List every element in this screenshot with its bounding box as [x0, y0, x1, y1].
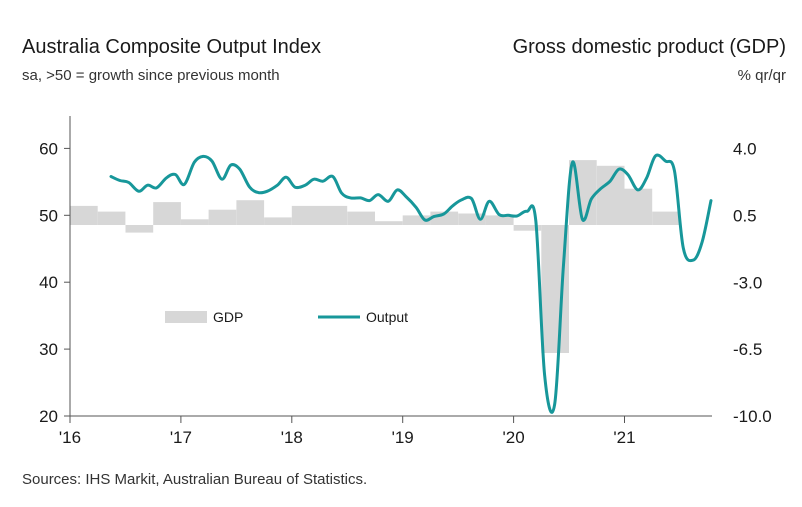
gdp-bar — [347, 211, 375, 225]
gdp-bar — [208, 209, 237, 225]
chart-legend: GDP Output — [165, 309, 408, 325]
gdp-bar — [375, 221, 403, 225]
gdp-bar — [180, 219, 209, 225]
gdp-bar — [624, 188, 653, 225]
gdp-bar — [569, 160, 597, 225]
y-left-tick-label: 40 — [39, 273, 58, 292]
output-series — [109, 153, 713, 414]
y-left-tick-label: 20 — [39, 407, 58, 426]
left-axis-subtitle: sa, >50 = growth since previous month — [22, 67, 280, 84]
legend-output-label: Output — [366, 309, 408, 325]
gdp-bar — [402, 215, 431, 225]
left-chart-title: Australia Composite Output Index — [22, 36, 322, 58]
x-tick-label: '18 — [281, 428, 303, 447]
gdp-bar — [97, 211, 126, 225]
gdp-bar — [291, 205, 320, 225]
gdp-bar — [652, 211, 680, 225]
gdp-bar — [70, 205, 98, 225]
gdp-bar — [596, 165, 625, 225]
x-tick-label: '21 — [613, 428, 635, 447]
output-line — [109, 153, 713, 414]
gdp-bar — [264, 217, 292, 225]
x-tick-label: '17 — [170, 428, 192, 447]
gdp-bar — [319, 205, 348, 225]
y-left-tick-label: 30 — [39, 340, 58, 359]
gdp-bars — [70, 160, 680, 353]
gdp-bar — [236, 200, 265, 225]
right-axis-subtitle: % qr/qr — [737, 67, 786, 84]
gdp-bar — [125, 225, 154, 233]
x-tick-label: '19 — [392, 428, 414, 447]
y-right-tick-label: -3.0 — [733, 273, 762, 292]
legend-gdp-label: GDP — [213, 309, 243, 325]
gdp-bar — [458, 213, 486, 225]
legend-gdp-swatch — [165, 311, 207, 323]
y-left-tick-label: 60 — [39, 139, 58, 158]
y-left-tick-label: 50 — [39, 206, 58, 225]
y-right-tick-label: 4.0 — [733, 140, 757, 159]
chart-axes: 20 30 40 50 60 -10.0 -6.5 -3.0 0.5 4.0 '16 '17 '18 '1… — [39, 116, 772, 447]
y-right-tick-label: -10.0 — [733, 407, 772, 426]
source-note: Sources: IHS Markit, Australian Bureau o… — [22, 471, 368, 488]
gdp-bar — [513, 225, 542, 231]
y-right-tick-label: 0.5 — [733, 206, 757, 225]
x-tick-label: '20 — [503, 428, 525, 447]
gdp-bar — [485, 215, 514, 225]
gdp-bar — [153, 202, 181, 225]
x-tick-label: '16 — [59, 428, 81, 447]
y-right-tick-label: -6.5 — [733, 340, 762, 359]
right-chart-title: Gross domestic product (GDP) — [512, 36, 786, 58]
